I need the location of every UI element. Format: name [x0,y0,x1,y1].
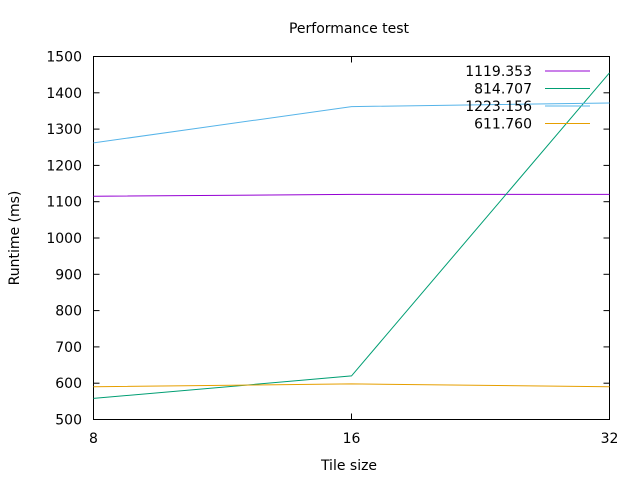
y-tick-label: 1200 [46,158,82,174]
y-tick-label: 1400 [46,86,82,102]
y-tick-label: 700 [55,340,82,356]
legend-label: 1119.353 [465,64,532,80]
y-axis: 500 600 700 800 900 1000 1100 1200 1300 1400 1500 [46,50,610,429]
y-tick-label: 800 [55,304,82,320]
x-axis: 8 16 32 [89,56,619,447]
series-line-3 [93,383,610,388]
legend-label: 611.760 [474,117,532,133]
x-axis-label: Tile size [320,458,377,474]
x-tick-label: 8 [89,431,98,447]
series-line-0 [93,193,610,197]
series-line-2 [93,102,610,144]
x-tick-label: 32 [601,431,619,447]
y-tick-label: 1000 [46,231,82,247]
y-tick-label: 500 [55,413,82,429]
y-axis-label: Runtime (ms) [7,191,23,286]
y-tick-label: 600 [55,376,82,392]
legend-label: 814.707 [474,82,532,98]
legend-label: 1223.156 [465,99,532,115]
series-line-1 [93,72,610,399]
y-tick-label: 1100 [46,195,82,211]
y-tick-label: 1300 [46,122,82,138]
plot-frame [93,56,610,420]
x-tick-label: 16 [343,431,361,447]
series-lines [93,72,610,399]
y-tick-label: 900 [55,267,82,283]
y-tick-label: 1500 [46,50,82,66]
chart-title: Performance test [289,21,410,37]
